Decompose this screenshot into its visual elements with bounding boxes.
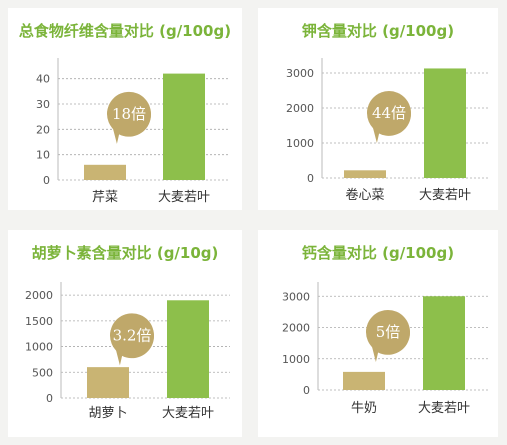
ratio-label: 3.2倍: [113, 326, 152, 344]
chart-title: 总食物纤维含量对比 (g/100g): [18, 22, 232, 40]
chart-title: 钾含量对比 (g/100g): [301, 22, 455, 40]
ratio-label: 18倍: [112, 105, 146, 123]
ratio-label: 44倍: [372, 104, 406, 122]
y-tick-label: 0: [303, 384, 310, 397]
chart-calcium: 0 1000 2000 3000 牛奶 大麦若叶 5倍: [282, 282, 488, 416]
bar: [163, 73, 205, 180]
bar: [424, 68, 466, 178]
ratio-bubble: 18倍: [107, 91, 151, 144]
bubble-circle: [366, 310, 410, 354]
chart-title: 胡萝卜素含量对比 (g/10g): [31, 244, 219, 262]
y-tick-label: 1000: [282, 353, 310, 366]
chart-carotene: 0 500 1000 1500 2000 胡萝卜 大麦若叶 3.2倍: [25, 282, 230, 421]
chart-panel-calcium: 钙含量对比 (g/100g) 0 1000 2000 3000 牛奶 大麦若叶 5倍: [258, 230, 498, 437]
category-label: 牛奶: [351, 401, 377, 416]
y-tick-label: 30: [36, 98, 50, 111]
y-tick-label: 0: [43, 174, 50, 187]
bubble-circle: [367, 91, 411, 136]
category-label: 卷心菜: [345, 187, 384, 203]
category-label: 胡萝卜: [88, 406, 127, 421]
bar: [343, 371, 385, 390]
y-tick-label: 2000: [25, 289, 53, 302]
y-tick-label: 3000: [282, 290, 310, 303]
chart-panel-fiber: 总食物纤维含量对比 (g/100g) 0 10 20 30 40 芹菜 大麦若叶 18倍: [8, 8, 242, 210]
ratio-bubble: 44倍: [367, 91, 411, 144]
chart-panel-potassium: 钾含量对比 (g/100g) 0 1000 2000 3000 卷心菜 大麦若叶 44倍: [258, 8, 498, 210]
bubble-circle: [110, 313, 154, 358]
chart-panel-carotene: 胡萝卜素含量对比 (g/10g) 0 500 1000 1500 2000 胡萝卜 大麦若叶…: [8, 230, 242, 437]
y-tick-label: 3000: [286, 67, 314, 80]
y-tick-label: 0: [46, 392, 53, 405]
y-tick-label: 1500: [25, 315, 53, 328]
bubble-circle: [107, 91, 151, 136]
bar: [167, 300, 209, 398]
ratio-bubble: 3.2倍: [110, 313, 154, 366]
bar: [87, 367, 129, 398]
y-tick-label: 20: [36, 123, 50, 136]
chart-fiber: 0 10 20 30 40 芹菜 大麦若叶 18倍: [36, 58, 230, 205]
y-tick-label: 40: [36, 73, 50, 86]
y-tick-label: 1000: [25, 341, 53, 354]
y-tick-label: 2000: [286, 102, 314, 115]
ratio-label: 5倍: [376, 323, 401, 341]
y-tick-label: 1000: [286, 137, 314, 150]
ratio-bubble: 5倍: [366, 310, 410, 362]
y-tick-label: 2000: [282, 322, 310, 335]
bar: [84, 164, 126, 180]
category-label: 大麦若叶: [419, 187, 471, 203]
chart-potassium: 0 1000 2000 3000 卷心菜 大麦若叶 44倍: [286, 58, 488, 203]
chart-title: 钙含量对比 (g/100g): [301, 244, 455, 262]
y-tick-label: 500: [32, 366, 53, 379]
bar: [344, 170, 386, 178]
category-label: 大麦若叶: [418, 400, 470, 416]
category-label: 大麦若叶: [158, 189, 210, 205]
y-tick-label: 10: [36, 149, 50, 162]
bar: [423, 296, 465, 390]
category-label: 芹菜: [92, 190, 118, 205]
category-label: 大麦若叶: [162, 405, 214, 421]
y-tick-label: 0: [307, 172, 314, 185]
